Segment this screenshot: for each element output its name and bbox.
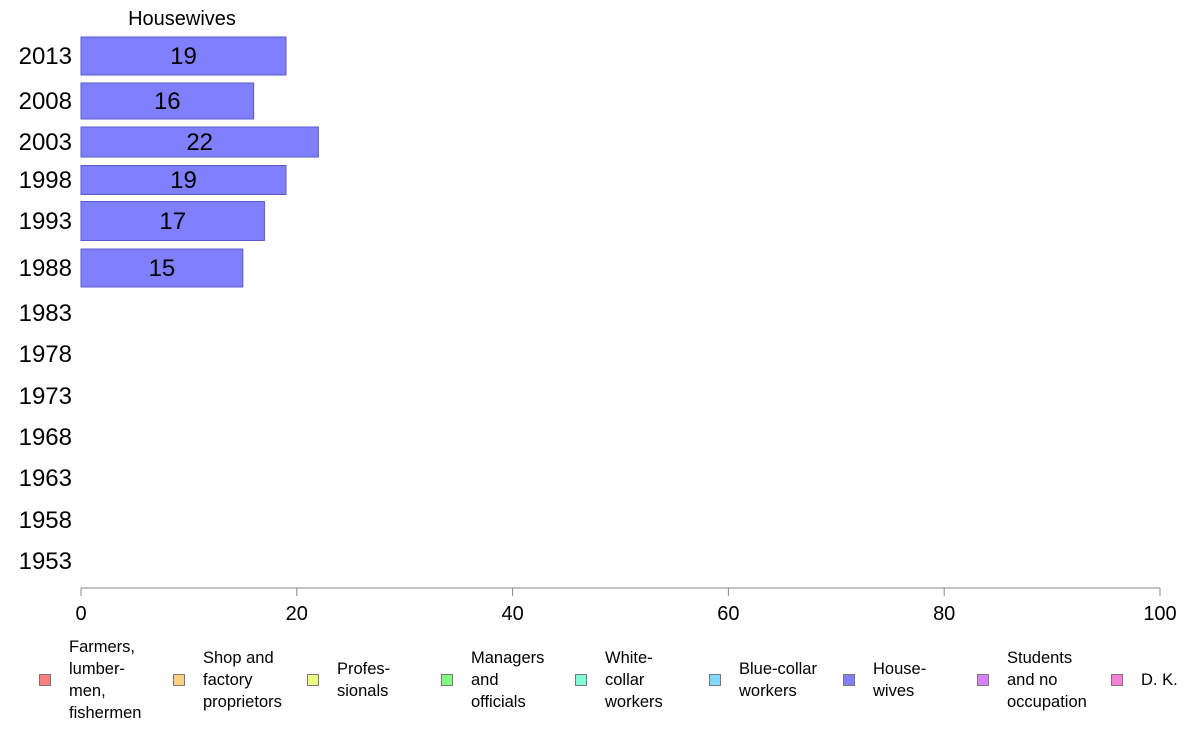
legend-swatch	[1111, 674, 1123, 686]
legend-item: Shop and factory proprietors	[173, 647, 282, 713]
legend-swatch	[307, 674, 319, 686]
y-tick-label: 2008	[19, 88, 72, 115]
legend-label: House- wives	[873, 660, 927, 700]
legend-item: D. K.	[1111, 669, 1178, 691]
y-tick-label: 1983	[19, 300, 72, 327]
bar-value-label: 15	[149, 255, 176, 282]
y-tick-label: 1963	[19, 465, 72, 492]
legend-swatch	[441, 674, 453, 686]
chart-title: Housewives	[128, 8, 236, 30]
legend-swatch	[977, 674, 989, 686]
bar-value-label: 16	[154, 88, 181, 115]
x-tick-label: 60	[717, 603, 739, 625]
bar	[80, 126, 319, 158]
legend: Farmers, lumber- men, fishermen Shop and …	[0, 638, 1188, 736]
legend-item: Students and no occupation	[977, 647, 1087, 713]
x-tick-label: 0	[75, 603, 86, 625]
legend-item: Managers and officials	[441, 647, 544, 713]
legend-item: White- collar workers	[575, 647, 663, 713]
legend-swatch	[39, 674, 51, 686]
y-tick-label: 2013	[19, 43, 72, 70]
legend-label: Shop and factory proprietors	[203, 649, 282, 711]
legend-label: Profes- sionals	[337, 660, 391, 700]
bar	[80, 248, 244, 288]
x-tick-label: 20	[286, 603, 308, 625]
bar-value-label: 17	[159, 208, 186, 235]
y-tick-label: 1958	[19, 507, 72, 534]
bar	[80, 201, 265, 241]
legend-label: Managers and officials	[471, 649, 545, 711]
y-tick-label: 2003	[19, 129, 72, 156]
x-tick-label: 40	[501, 603, 523, 625]
legend-item: Farmers, lumber- men, fishermen	[39, 636, 141, 724]
y-tick-label: 1998	[19, 167, 72, 194]
bar-value-label: 22	[186, 129, 213, 156]
legend-label: D. K.	[1141, 671, 1178, 689]
legend-swatch	[575, 674, 587, 686]
bar	[80, 165, 287, 195]
x-tick-label: 100	[1143, 603, 1176, 625]
y-tick-label: 1953	[19, 548, 72, 575]
y-tick-label: 1978	[19, 341, 72, 368]
legend-label: White- collar workers	[605, 649, 663, 711]
legend-label: Blue-collar workers	[739, 660, 817, 700]
legend-swatch	[173, 674, 185, 686]
legend-swatch	[709, 674, 721, 686]
legend-swatch	[843, 674, 855, 686]
bar	[80, 82, 255, 120]
legend-label: Students and no occupation	[1007, 649, 1087, 711]
legend-item: Profes- sionals	[307, 658, 390, 702]
legend-item: Blue-collar workers	[709, 658, 817, 702]
bar-value-label: 19	[170, 43, 197, 70]
bar-value-label: 19	[170, 167, 197, 194]
y-tick-label: 1988	[19, 255, 72, 282]
y-tick-label: 1973	[19, 383, 72, 410]
legend-label: Farmers, lumber- men, fishermen	[69, 638, 142, 722]
y-tick-label: 1968	[19, 424, 72, 451]
x-tick-label: 80	[933, 603, 955, 625]
legend-item: House- wives	[843, 658, 926, 702]
y-tick-label: 1993	[19, 208, 72, 235]
bar	[80, 36, 287, 76]
